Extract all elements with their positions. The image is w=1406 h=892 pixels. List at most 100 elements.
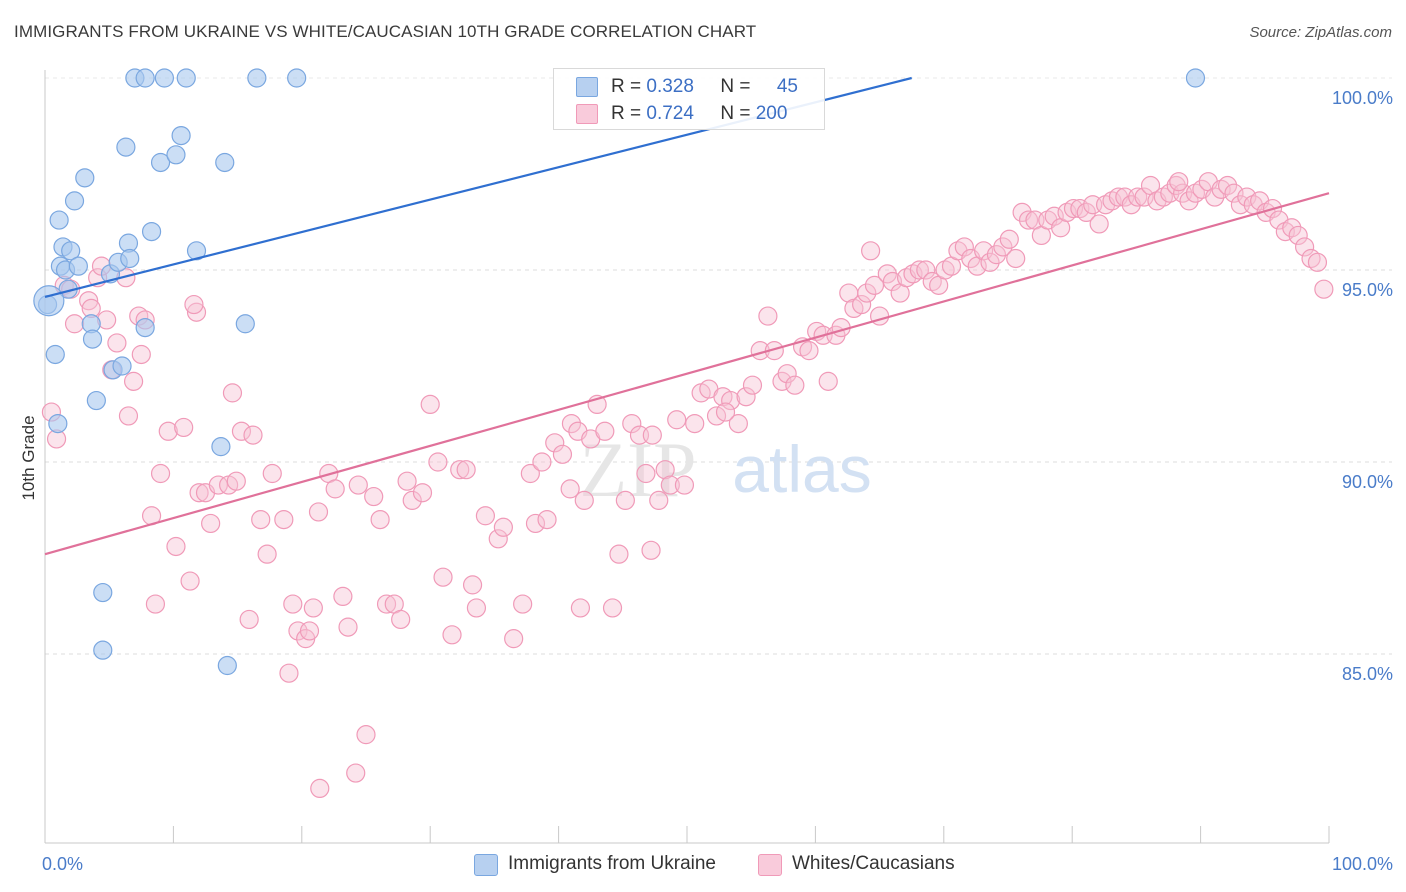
trend-line-whites (44, 192, 1330, 556)
point-whites (1018, 210, 1039, 230)
point-whites (201, 513, 221, 534)
point-whites (861, 241, 881, 261)
point-whites (364, 486, 384, 507)
point-whites (475, 506, 496, 526)
legend-r-value-whites: 0.724 (646, 103, 694, 124)
point-ukraine (116, 137, 136, 157)
point-whites (655, 460, 675, 480)
legend-r-label: R = (611, 103, 642, 124)
point-whites (525, 513, 546, 534)
point-whites (180, 571, 200, 591)
legend-r-value-ukraine: 0.328 (646, 76, 694, 97)
point-whites (308, 502, 329, 522)
point-whites (338, 617, 358, 637)
point-ukraine (68, 256, 88, 276)
point-whites (622, 414, 642, 434)
point-whites (954, 237, 974, 257)
chart-title: IMMIGRANTS FROM UKRAINE VS WHITE/CAUCASI… (14, 22, 757, 41)
point-whites (785, 375, 805, 395)
point-whites (1044, 206, 1064, 226)
point-ukraine (186, 241, 207, 261)
point-whites (131, 344, 151, 365)
point-whites (1282, 218, 1302, 238)
point-whites (274, 509, 294, 530)
point-whites (999, 229, 1019, 249)
point-ukraine (48, 414, 68, 434)
point-whites (158, 421, 178, 441)
point-whites (433, 567, 453, 587)
point-ukraine (64, 191, 85, 211)
point-whites (1288, 225, 1308, 246)
point-whites (299, 621, 320, 641)
point-ukraine (211, 437, 231, 457)
point-whites (186, 302, 207, 322)
tick-labels: 85.0% 90.0% 95.0% 100.0% 0.0% 100.0% (42, 88, 1393, 874)
point-whites (118, 406, 139, 426)
point-whites (980, 252, 1000, 272)
point-whites (123, 371, 144, 391)
point-whites (310, 778, 330, 799)
point-whites (660, 475, 680, 495)
point-whites (513, 594, 533, 614)
point-whites (986, 245, 1007, 265)
y-tick-label: 100.0% (1332, 88, 1393, 108)
point-whites (79, 291, 99, 311)
point-whites (561, 414, 582, 434)
point-whites (777, 364, 797, 384)
point-whites (208, 475, 228, 495)
point-whites (560, 479, 580, 499)
bottom-legend-label-whites: Whites/Caucasians (792, 853, 955, 874)
point-whites (520, 463, 540, 484)
point-whites (1006, 248, 1026, 269)
y-tick-label: 95.0% (1342, 280, 1393, 300)
point-whites (1169, 172, 1189, 192)
point-whites (504, 629, 524, 649)
point-ukraine (141, 222, 162, 242)
point-whites (974, 241, 994, 261)
point-whites (412, 483, 433, 503)
point-whites (552, 444, 573, 464)
bottom-legend-swatch-ukraine (474, 854, 498, 876)
point-ukraine (49, 210, 69, 230)
point-whites (428, 452, 448, 472)
point-whites (736, 387, 756, 407)
point-whites (537, 509, 557, 530)
point-whites (799, 341, 819, 361)
point-whites (420, 394, 440, 414)
point-whites (456, 460, 476, 480)
point-whites (370, 509, 390, 530)
point-whites (818, 371, 838, 391)
watermark-atlas: atlas (732, 432, 871, 506)
point-whites (279, 663, 299, 683)
point-whites (602, 598, 623, 618)
point-whites (1128, 187, 1148, 207)
point-whites (1307, 252, 1328, 272)
point-whites (595, 421, 615, 441)
point-ukraine (171, 126, 191, 146)
point-ukraine (75, 168, 95, 188)
point-whites (1237, 187, 1257, 207)
axes (44, 70, 1330, 844)
legend-n-value-ukraine: 45 (776, 76, 798, 97)
point-whites (348, 475, 368, 495)
point-whites (615, 490, 635, 510)
point-whites (466, 598, 487, 618)
point-whites (857, 283, 877, 303)
point-ukraine (120, 248, 140, 269)
legend-swatch-whites (576, 104, 598, 124)
point-whites (758, 306, 778, 326)
point-ukraine (93, 640, 113, 660)
point-whites (402, 490, 422, 510)
point-whites (852, 294, 872, 315)
point-whites (1314, 279, 1334, 299)
point-whites (243, 425, 263, 445)
point-whites (450, 460, 470, 480)
point-whites (667, 410, 687, 430)
point-whites (1063, 198, 1084, 219)
point-whites (909, 260, 930, 280)
bottom-legend-label-ukraine: Immigrants from Ukraine (508, 853, 716, 874)
point-whites (493, 517, 513, 537)
gridlines (45, 77, 1392, 655)
point-whites (174, 417, 194, 438)
